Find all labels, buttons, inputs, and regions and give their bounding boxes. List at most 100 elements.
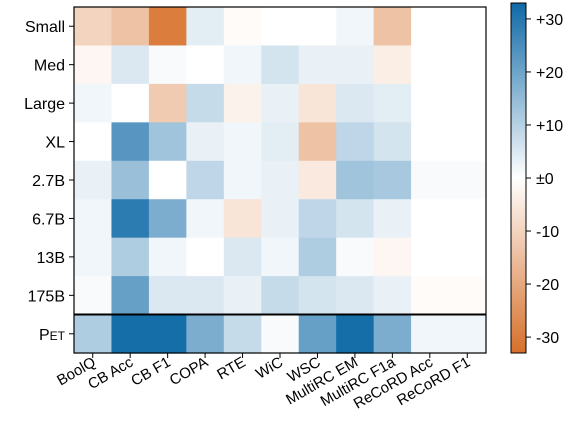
heatmap-cell xyxy=(448,45,487,85)
heatmap-cell xyxy=(74,237,113,277)
heatmap-cell xyxy=(223,160,262,200)
heatmap-cell xyxy=(261,314,300,354)
column-label: COPA xyxy=(167,354,211,389)
heatmap-cell xyxy=(336,199,375,239)
heatmap-cell xyxy=(111,83,150,123)
heatmap-cell xyxy=(186,276,225,316)
heatmap-cell xyxy=(298,160,337,200)
column-label: CB F1 xyxy=(128,354,173,390)
row-label: XL xyxy=(45,135,65,152)
heatmap-cell xyxy=(373,122,412,162)
heatmap-cell xyxy=(336,7,375,47)
column-label: RTE xyxy=(214,354,248,384)
heatmap-cell xyxy=(111,45,150,85)
row-label: 2.7B xyxy=(32,173,65,190)
heatmap-cell xyxy=(261,45,300,85)
heatmap-cell xyxy=(261,7,300,47)
heatmap-cell xyxy=(74,45,113,85)
heatmap-cell xyxy=(148,199,187,239)
heatmap-cell xyxy=(111,199,150,239)
heatmap-cell xyxy=(373,237,412,277)
heatmap-cell xyxy=(74,199,113,239)
heatmap-cells xyxy=(73,6,487,354)
heatmap-cell xyxy=(186,314,225,354)
heatmap-cell xyxy=(448,314,487,354)
heatmap-cell xyxy=(411,45,450,85)
row-label: Large xyxy=(24,96,65,113)
heatmap-cell xyxy=(74,7,113,47)
heatmap-cell xyxy=(186,237,225,277)
heatmap-cell xyxy=(223,45,262,85)
heatmap-cell xyxy=(111,7,150,47)
heatmap-cell xyxy=(448,276,487,316)
heatmap-cell xyxy=(111,314,150,354)
heatmap-cell xyxy=(111,160,150,200)
heatmap-cell xyxy=(448,122,487,162)
heatmap-cell xyxy=(186,122,225,162)
heatmap-cell xyxy=(448,83,487,123)
row-labels: Small Med Large XL 2.7B 6.7B 13B 175B PET xyxy=(24,19,74,344)
heatmap-cell xyxy=(336,160,375,200)
heatmap-cell xyxy=(298,122,337,162)
heatmap-cell xyxy=(373,45,412,85)
heatmap-cell xyxy=(373,160,412,200)
heatmap-cell xyxy=(298,199,337,239)
heatmap-cell xyxy=(148,122,187,162)
row-label: 13B xyxy=(37,250,65,267)
heatmap-cell xyxy=(373,199,412,239)
heatmap-cell xyxy=(74,160,113,200)
heatmap-cell xyxy=(261,160,300,200)
heatmap-cell xyxy=(336,45,375,85)
heatmap-cell xyxy=(261,122,300,162)
heatmap-cell xyxy=(448,7,487,47)
heatmap-cell xyxy=(186,45,225,85)
heatmap-cell xyxy=(223,276,262,316)
heatmap-cell xyxy=(111,237,150,277)
heatmap-cell xyxy=(148,83,187,123)
heatmap-cell xyxy=(411,160,450,200)
heatmap-cell xyxy=(298,83,337,123)
colorbar-tick-label: -20 xyxy=(536,277,559,294)
heatmap-cell xyxy=(411,199,450,239)
heatmap-cell xyxy=(336,83,375,123)
heatmap-cell xyxy=(448,160,487,200)
heatmap-cell xyxy=(74,314,113,354)
heatmap-cell xyxy=(148,314,187,354)
heatmap-cell xyxy=(223,199,262,239)
heatmap-cell xyxy=(373,7,412,47)
row-label: Med xyxy=(34,58,65,75)
colorbar: +30 +20 +10 ±0 -10 -20 -30 xyxy=(510,2,563,354)
row-label: 6.7B xyxy=(32,211,65,228)
heatmap-cell xyxy=(148,237,187,277)
heatmap-cell xyxy=(411,7,450,47)
heatmap-cell xyxy=(186,7,225,47)
heatmap-cell xyxy=(223,122,262,162)
colorbar-tick-label: +20 xyxy=(536,65,563,82)
heatmap-cell xyxy=(148,276,187,316)
heatmap-cell xyxy=(298,314,337,354)
heatmap-cell xyxy=(223,7,262,47)
heatmap-cell xyxy=(411,276,450,316)
heatmap-cell xyxy=(74,122,113,162)
heatmap-cell xyxy=(336,122,375,162)
heatmap-cell xyxy=(148,7,187,47)
row-label: Small xyxy=(25,19,65,36)
row-label: 175B xyxy=(28,288,65,305)
heatmap-cell xyxy=(373,276,412,316)
heatmap-cell xyxy=(186,83,225,123)
heatmap-cell xyxy=(223,83,262,123)
heatmap-cell xyxy=(298,276,337,316)
heatmap-cell xyxy=(223,314,262,354)
heatmap-cell xyxy=(74,83,113,123)
colorbar-tick-label: +30 xyxy=(536,12,563,29)
heatmap-cell xyxy=(411,237,450,277)
heatmap-cell xyxy=(336,276,375,316)
colorbar-tick-label: -30 xyxy=(536,330,559,347)
heatmap-cell xyxy=(186,160,225,200)
heatmap-cell xyxy=(411,83,450,123)
colorbar-gradient xyxy=(510,2,527,354)
heatmap-cell xyxy=(261,237,300,277)
